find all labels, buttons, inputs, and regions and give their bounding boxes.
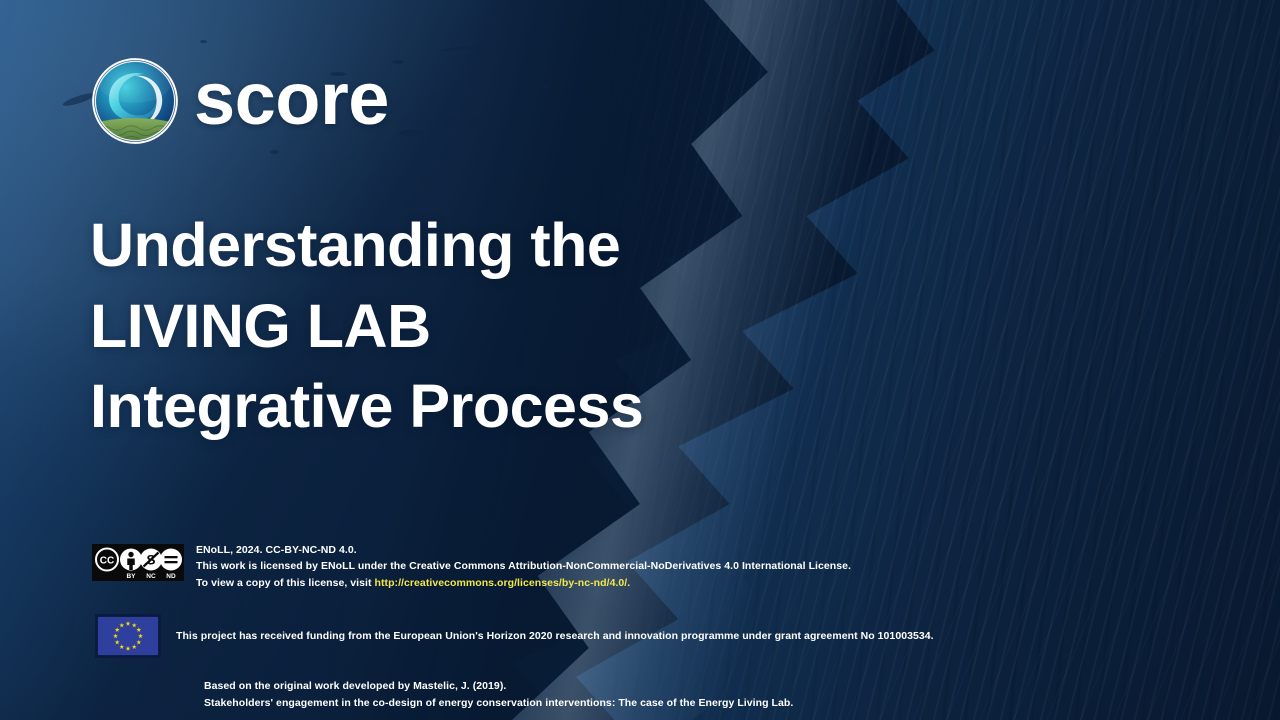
svg-text:NC: NC [146,573,156,580]
license-line-3-prefix: To view a copy of this license, visit [196,576,375,589]
license-line-1: ENoLL, 2024. CC-BY-NC-ND 4.0. [196,544,357,556]
attribution-block: Based on the original work developed by … [204,678,1192,712]
license-line-2: This work is licensed by ENoLL under the… [196,560,852,573]
svg-text:CC: CC [100,556,114,567]
svg-text:ND: ND [166,573,176,580]
funding-text: This project has received funding from t… [176,629,934,642]
attribution-line-1: Based on the original work developed by … [204,679,507,692]
license-block: CC BY S NC ND ENoLL, 2024. CC-BY-NC-ND 4… [92,541,1192,591]
brand-wordmark: score [194,57,389,140]
page-title: Understanding the LIVING LAB Integrative… [90,205,870,447]
title-line-3: Integrative Process [90,372,644,441]
attribution-line-2: Stakeholders' engagement in the co-desig… [204,696,794,709]
score-wave-circle-logo-icon [92,58,178,144]
footer: CC BY S NC ND ENoLL, 2024. CC-BY-NC-ND 4… [92,541,1192,712]
license-url-link[interactable]: http://creativecommons.org/licenses/by-n… [374,576,631,589]
license-line-3: To view a copy of this license, visit ht… [196,575,851,591]
creative-commons-by-nc-nd-badge-icon: CC BY S NC ND [92,544,184,581]
title-line-1: Understanding the [90,211,621,279]
svg-text:BY: BY [126,573,136,580]
license-text: ENoLL, 2024. CC-BY-NC-ND 4.0. This work … [196,541,851,591]
title-line-2: LIVING LAB [90,291,431,360]
european-union-flag-icon [95,613,161,658]
funding-block: This project has received funding from t… [92,613,1192,658]
brand-logo: score [90,53,389,149]
